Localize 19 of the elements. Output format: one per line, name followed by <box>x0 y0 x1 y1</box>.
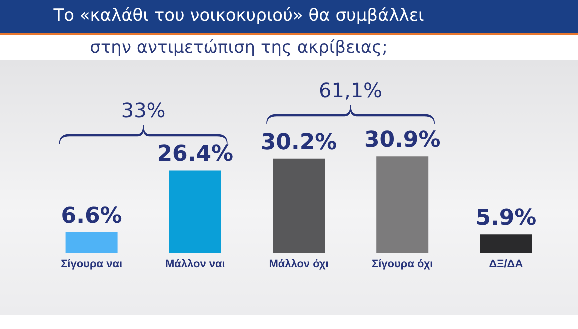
bar <box>376 156 429 253</box>
data-label: 30.2% <box>260 130 338 156</box>
data-label: 5.9% <box>476 206 537 232</box>
x-tick-label: Σίγουρα ναι <box>61 258 123 270</box>
chart-subtitle: στην αντιμετώπιση της ακρίβειας; <box>90 38 388 58</box>
bar <box>273 158 325 253</box>
data-label: 6.6% <box>61 204 122 229</box>
text: 33% <box>121 98 166 123</box>
text: 61,1% <box>319 78 383 103</box>
x-tick-label: Σίγουρα όχι <box>372 258 434 270</box>
bar <box>66 232 118 253</box>
data-label: 26.4% <box>157 142 234 168</box>
bar <box>480 234 532 253</box>
x-tick-label: ΔΞ/ΔΑ <box>489 258 524 270</box>
data-label: 30.9% <box>364 128 441 154</box>
x-tick-label: Μάλλον ναι <box>165 258 226 270</box>
x-tick-label: Μάλλον όχι <box>269 258 329 270</box>
chart-title: Το «καλάθι του νοικοκυριού» θα συμβάλλει <box>54 6 424 26</box>
bar <box>169 170 222 253</box>
